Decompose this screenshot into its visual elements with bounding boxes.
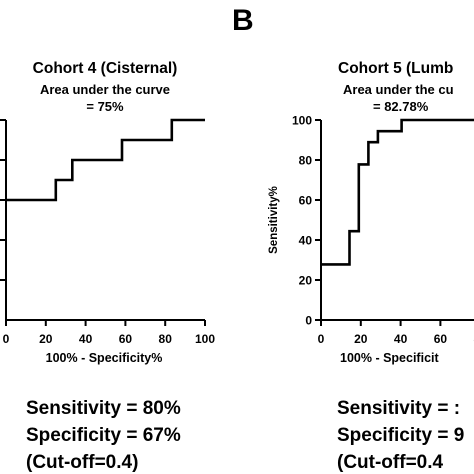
auc-label-line2: = 82.78% [373,99,429,114]
x-tick-label: 20 [354,332,368,346]
x-tick-label: 40 [394,332,408,346]
chart-cohort-4: Cohort 4 (Cisternal) Area under the curv… [0,60,215,473]
x-tick-label: 100 [195,332,215,346]
chart-title: Cohort 5 (Lumb [338,60,453,77]
y-tick-label: 100 [292,114,312,128]
cutoff-stat: (Cut-off=0.4) [26,452,138,473]
axis-ticks: 020406080100020406080100 [292,114,474,347]
cutoff-stat: (Cut-off=0.4 [337,452,444,473]
auc-label-line2: = 75% [86,99,124,114]
specificity-stat: Specificity = 9 [337,425,464,446]
sensitivity-stat: Sensitivity = : [337,398,460,419]
chart-title: Cohort 4 (Cisternal) [33,60,178,77]
roc-step-line [6,118,205,202]
axes [5,120,205,321]
y-tick-label: 0 [305,314,312,328]
specificity-stat: Specificity = 67% [26,425,181,446]
y-axis-label: Sensitivity% [268,186,280,254]
panel-letter-b: B [232,4,254,37]
x-tick-label: 80 [159,332,173,346]
y-tick-label: 20 [299,274,313,288]
chart-cohort-5: Cohort 5 (Lumb Area under the cu = 82.78… [268,60,474,473]
y-tick-label: 80 [299,154,313,168]
roc-curve [6,118,205,202]
sensitivity-stat: Sensitivity = 80% [26,398,181,419]
x-tick-label: 60 [119,332,133,346]
x-axis-label: 100% - Specificity% [46,351,163,365]
x-tick-label: 20 [39,332,53,346]
y-tick-label: 60 [299,194,313,208]
axes [320,120,474,321]
x-ticks: 0 20 40 60 80 100 [0,119,215,346]
x-tick-label: 40 [79,332,93,346]
x-tick-label: 60 [434,332,448,346]
roc-step-line [321,118,474,266]
x-tick-label: 0 [3,332,10,346]
x-axis-label: 100% - Specificit [340,351,439,365]
x-tick-label: 0 [318,332,325,346]
roc-curve [321,118,474,266]
auc-label-line1: Area under the cu [343,82,454,97]
y-tick-label: 40 [299,234,313,248]
auc-label-line1: Area under the curve [40,82,170,97]
